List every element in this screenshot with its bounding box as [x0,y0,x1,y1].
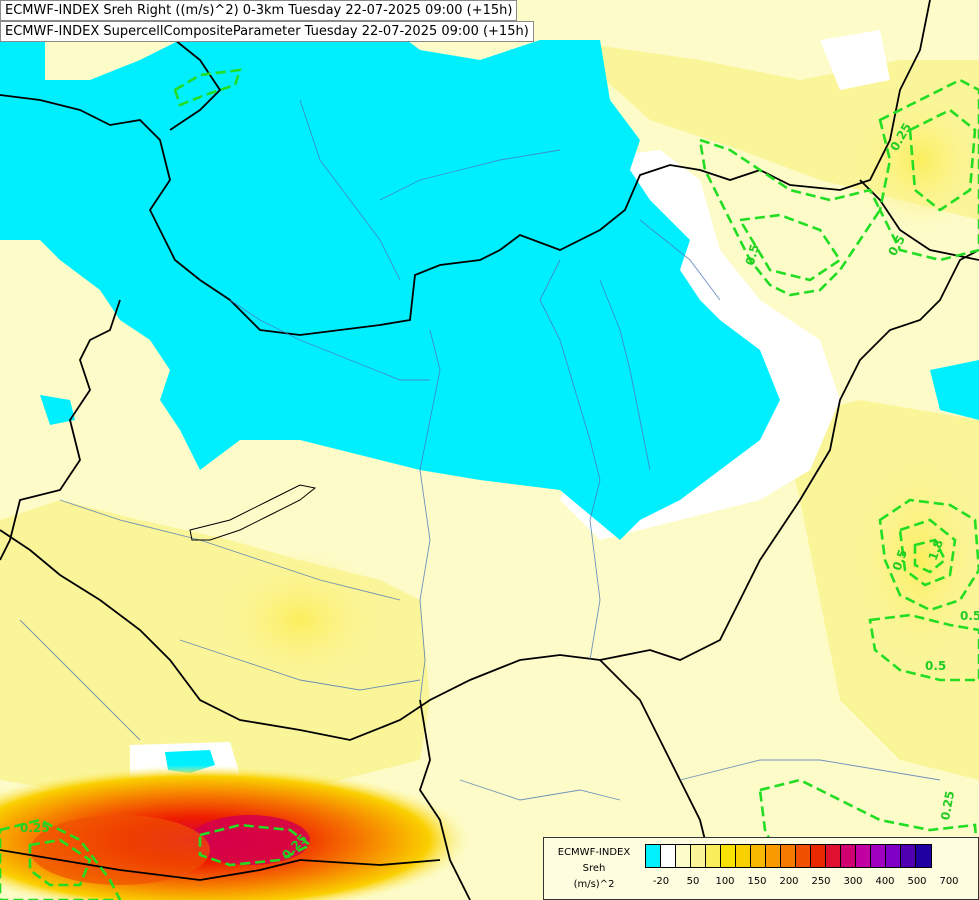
legend-swatch [736,845,751,867]
scp-contours [0,68,979,900]
cyan-zone-west [0,80,130,210]
contour-label: 0.5 [743,243,762,267]
legend-swatch [916,845,931,867]
hot-area-core [190,815,310,865]
contour-label: 0.5 [890,548,910,573]
legend-swatch [676,845,691,867]
map-title-line-1: ECMWF-INDEX Sreh Right ((m/s)^2) 0-3km T… [0,0,518,21]
contour-label: 0.5 [925,659,946,673]
cyan-spot-lake [40,395,75,425]
legend-swatch [871,845,886,867]
legend-swatch [811,845,826,867]
legend-swatch [766,845,781,867]
legend-tick-label: 50 [686,876,700,887]
contour-label: 0.25 [20,821,50,835]
map-title-line-2: ECMWF-INDEX SupercellCompositeParameter … [0,21,534,42]
color-legend: ECMWF-INDEX Sreh (m/s)^2 -20 50 100 150 200 2… [543,837,979,900]
lake-outline [189,484,317,541]
legend-swatch [826,845,841,867]
hot-area-orange [30,815,210,885]
legend-variable: Sreh [582,863,606,874]
cyan-zone-main [0,20,780,540]
legend-swatch [691,845,706,867]
legend-tick-label: 400 [875,876,895,887]
legend-title: ECMWF-INDEX [557,847,631,858]
legend-tick-label: 250 [811,876,831,887]
legend-swatch [796,845,811,867]
legend-swatch [901,845,916,867]
contour-label: 0.25 [938,790,957,822]
legend-tick-label: 500 [907,876,927,887]
legend-swatch [646,845,661,867]
cyan-zone-east-edge [930,360,979,420]
white-zone-ne [820,30,890,90]
legend-swatch [856,845,871,867]
yellow-spot-center [210,550,390,690]
legend-tick-label: 700 [939,876,959,887]
legend-swatch [721,845,736,867]
legend-swatch [751,845,766,867]
legend-tick-label: 100 [715,876,735,887]
legend-unit: (m/s)^2 [573,879,615,890]
contour-label: 0.5 [960,609,979,623]
legend-swatch [841,845,856,867]
legend-tick-label: -20 [652,876,670,887]
contour-label: 1.8 [926,538,946,563]
legend-tick-label: 300 [843,876,863,887]
legend-swatch [661,845,676,867]
legend-tick-label: 150 [747,876,767,887]
legend-swatch [886,845,901,867]
legend-swatch [706,845,721,867]
rivers [19,99,941,801]
legend-tick-label: 200 [779,876,799,887]
legend-swatches [645,844,932,868]
legend-swatch [781,845,796,867]
